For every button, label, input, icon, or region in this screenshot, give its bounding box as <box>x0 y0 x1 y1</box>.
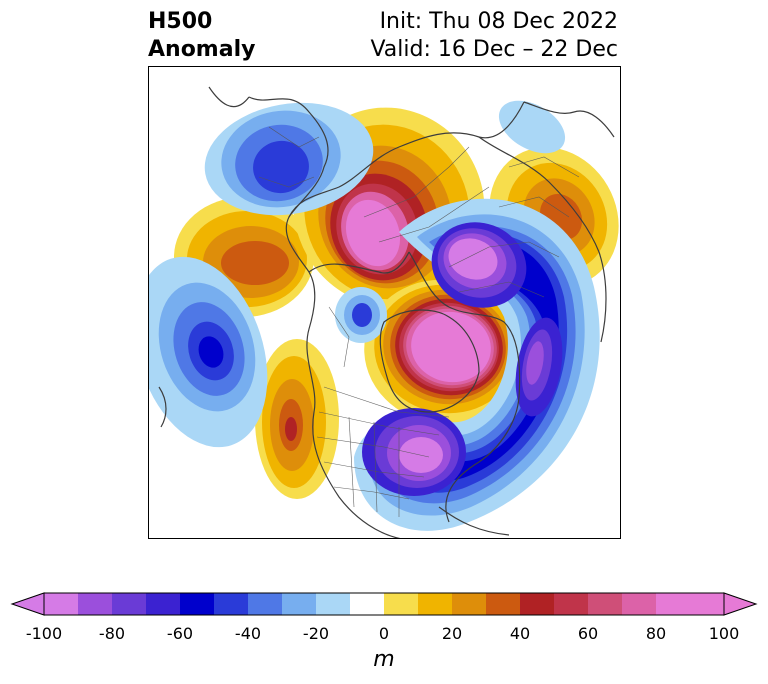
colorbar-segment <box>656 593 691 615</box>
colorbar-tick-label: 60 <box>577 624 599 643</box>
colorbar-extend-low <box>10 592 45 616</box>
colorbar-segment <box>350 593 385 615</box>
colorbar-tick-label: -40 <box>234 624 262 643</box>
colorbar-tick-label: 20 <box>441 624 463 643</box>
anomaly-map-svg <box>149 86 619 538</box>
colorbar-segment <box>486 593 521 615</box>
init-date-label: Init: Thu 08 Dec 2022 <box>379 9 618 34</box>
colorbar-tick-label: 40 <box>509 624 531 643</box>
negative-anomaly-core-eastern-us <box>362 408 466 496</box>
anomaly-map <box>148 66 621 539</box>
colorbar-segment <box>690 593 725 615</box>
colorbar-segment <box>112 593 147 615</box>
colorbar <box>10 592 758 616</box>
colorbar-segment <box>146 593 181 615</box>
colorbar-extend-high <box>723 592 758 616</box>
colorbar-segment <box>418 593 453 615</box>
colorbar-tick-label: -100 <box>25 624 63 643</box>
contour-fills <box>149 100 619 531</box>
title-line-2: Anomaly <box>148 37 256 62</box>
colorbar-segment <box>554 593 589 615</box>
colorbar-segment <box>214 593 249 615</box>
valid-date-label: Valid: 16 Dec – 22 Dec <box>370 37 618 62</box>
colorbar-segment <box>384 593 419 615</box>
positive-anomaly-west-us <box>255 339 339 499</box>
colorbar-segment <box>452 593 487 615</box>
negative-anomaly-core-russia <box>431 222 563 417</box>
colorbar-segment <box>180 593 215 615</box>
plot-dates: Init: Thu 08 Dec 2022 Valid: 16 Dec – 22… <box>370 8 618 64</box>
colorbar-segment <box>622 593 657 615</box>
colorbar-segments <box>10 592 758 616</box>
positive-anomaly-ne-europe <box>498 100 566 154</box>
colorbar-tick-label: -60 <box>166 624 194 643</box>
colorbar-tick-label: 80 <box>645 624 667 643</box>
colorbar-segment <box>520 593 555 615</box>
colorbar-tick-label: 0 <box>378 624 390 643</box>
negative-anomaly-pacific <box>149 256 268 448</box>
colorbar-segment <box>44 593 79 615</box>
negative-anomaly-east-asia <box>204 102 374 216</box>
positive-anomaly-greenland <box>364 279 524 425</box>
colorbar-unit-label: m <box>373 647 395 672</box>
colorbar-tick-label: 100 <box>708 624 740 643</box>
colorbar-frame <box>43 592 725 616</box>
negative-anomaly-beaufort <box>335 287 387 343</box>
colorbar-tick-label: -80 <box>98 624 126 643</box>
plot-title: H500 Anomaly <box>148 8 255 64</box>
coastlines <box>158 86 615 538</box>
borders <box>258 126 580 517</box>
colorbar-segment <box>316 593 351 615</box>
colorbar-segment <box>78 593 113 615</box>
colorbar-segment <box>282 593 317 615</box>
colorbar-segment <box>248 593 283 615</box>
title-line-1: H500 <box>148 9 213 34</box>
colorbar-tick-label: -20 <box>302 624 330 643</box>
colorbar-segment <box>588 593 623 615</box>
